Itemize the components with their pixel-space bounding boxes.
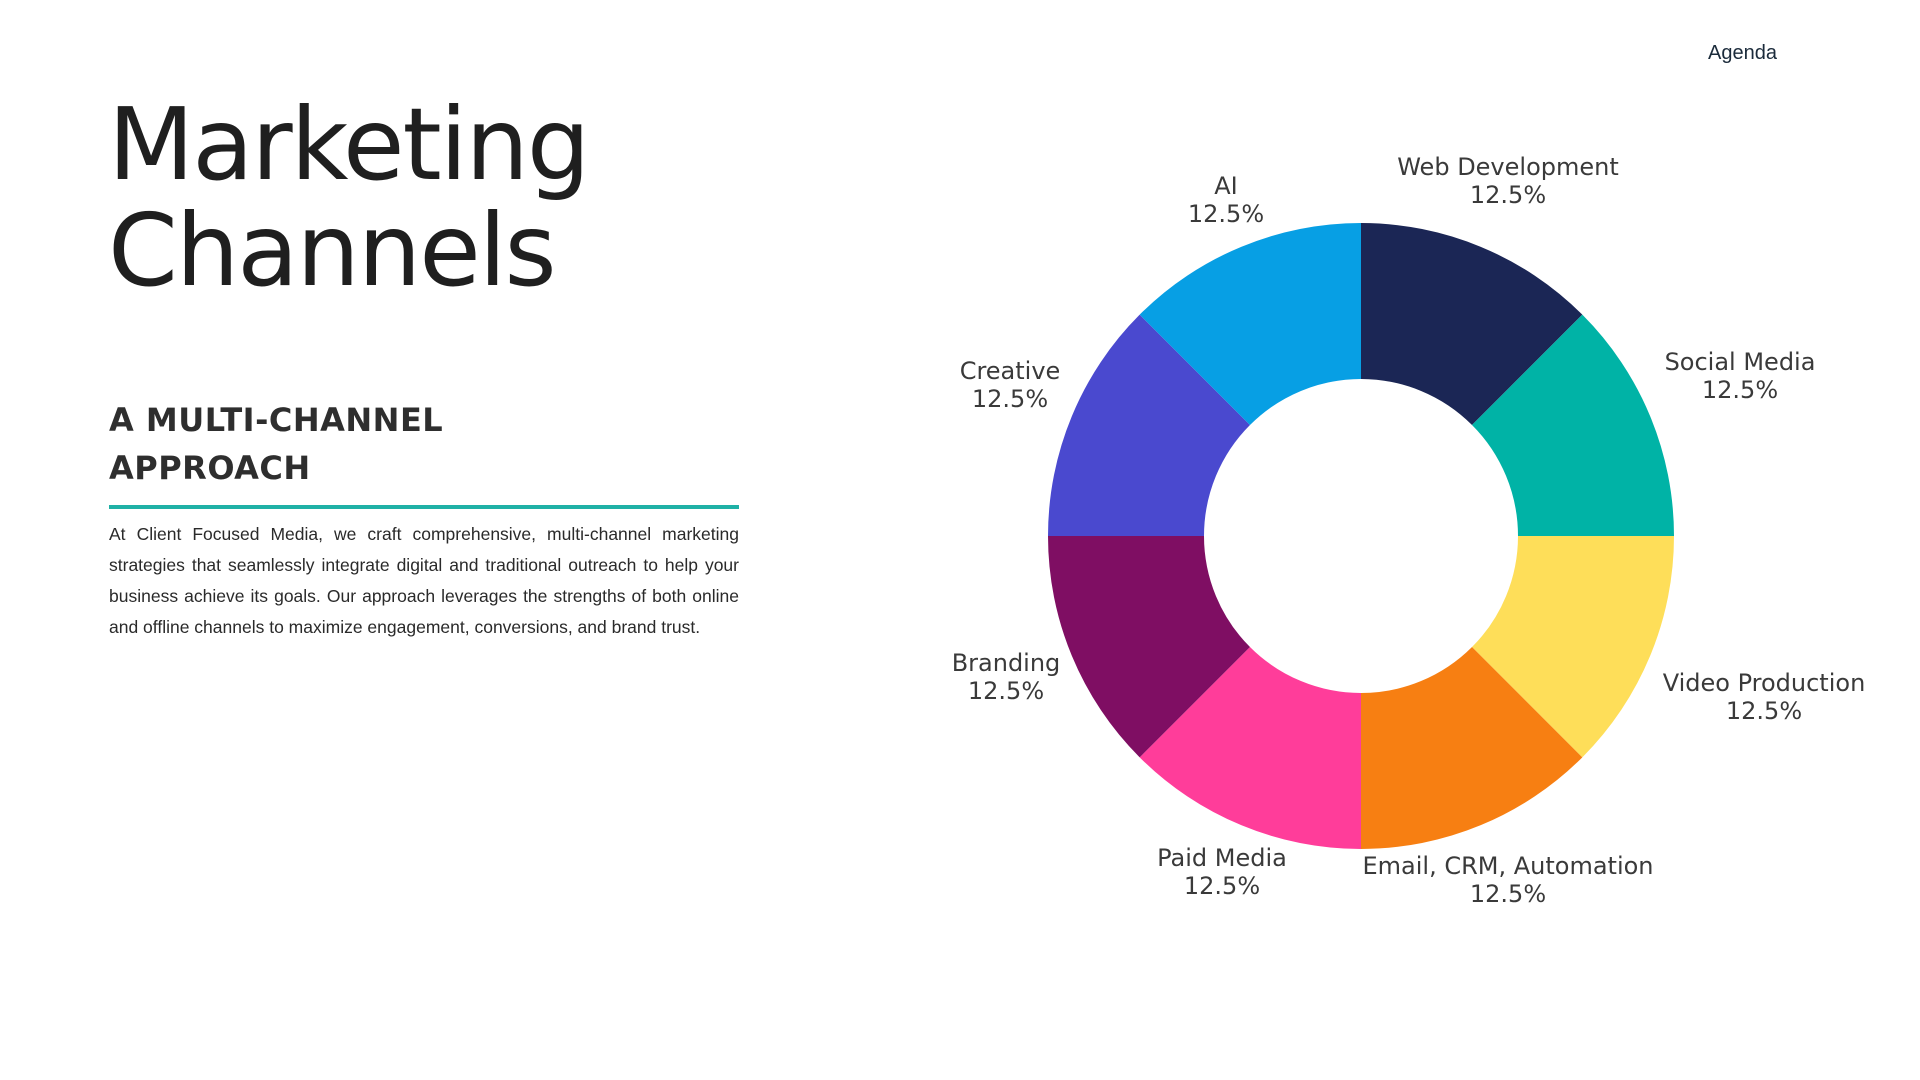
agenda-link[interactable]: Agenda xyxy=(1708,42,1777,64)
slice-value-branding: 12.5% xyxy=(968,677,1044,705)
title-line-1: Marketing xyxy=(108,86,590,203)
accent-divider xyxy=(109,505,739,509)
slice-label-web-development: Web Development xyxy=(1397,153,1619,181)
slice-value-creative: 12.5% xyxy=(972,385,1048,413)
slice-value-video-production: 12.5% xyxy=(1726,697,1802,725)
subtitle-line-1: A MULTI-CHANNEL xyxy=(109,401,444,439)
slice-label-social-media: Social Media xyxy=(1665,348,1816,376)
section-subtitle: A MULTI-CHANNEL APPROACH xyxy=(109,396,443,492)
description-paragraph: At Client Focused Media, we craft compre… xyxy=(109,524,739,637)
slice-branding xyxy=(1048,536,1250,758)
slice-label-creative: Creative xyxy=(960,357,1061,385)
slice-video-production xyxy=(1472,536,1674,758)
slice-value-paid-media: 12.5% xyxy=(1184,872,1260,900)
slice-web-development xyxy=(1361,223,1583,425)
page-title: Marketing Channels xyxy=(108,86,590,309)
slice-value-ai: 12.5% xyxy=(1188,200,1264,228)
slice-value-social-media: 12.5% xyxy=(1702,376,1778,404)
slice-label-email-crm-automation: Email, CRM, Automation xyxy=(1362,852,1653,880)
slice-value-email-crm-automation: 12.5% xyxy=(1470,880,1546,908)
slice-label-paid-media: Paid Media xyxy=(1157,844,1287,872)
slice-label-branding: Branding xyxy=(952,649,1061,677)
slice-label-ai: AI xyxy=(1214,172,1238,200)
slice-paid-media xyxy=(1139,647,1361,849)
slice-social-media xyxy=(1472,314,1674,536)
slice-label-video-production: Video Production xyxy=(1663,669,1866,697)
slice-creative xyxy=(1048,314,1250,536)
title-line-2: Channels xyxy=(108,192,557,309)
slice-ai xyxy=(1139,223,1361,425)
subtitle-line-2: APPROACH xyxy=(109,449,311,487)
slice-value-web-development: 12.5% xyxy=(1470,181,1546,209)
slice-email-crm-automation xyxy=(1361,647,1583,849)
